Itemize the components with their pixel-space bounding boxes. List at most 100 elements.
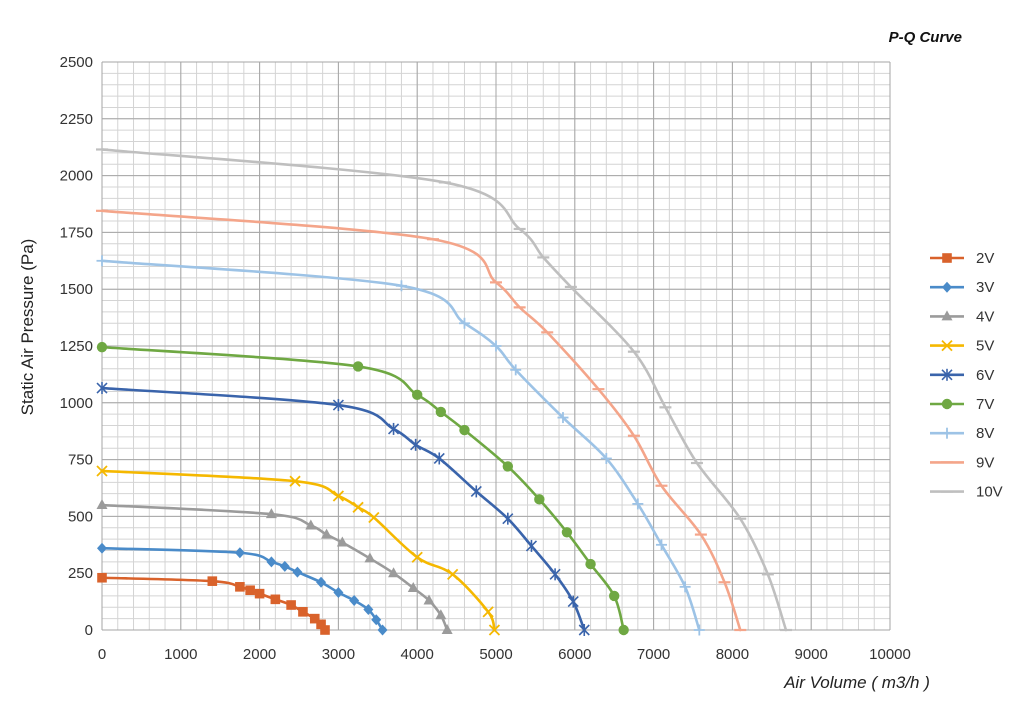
series-4v	[96, 499, 453, 634]
data-point	[371, 614, 382, 626]
legend-label: 5V	[976, 338, 994, 355]
legend-item: 2V	[930, 250, 994, 267]
data-point	[693, 624, 705, 636]
data-point	[235, 582, 245, 592]
series-line	[100, 345, 625, 632]
y-tick-label: 1000	[60, 395, 93, 412]
data-point	[207, 576, 218, 586]
data-point	[245, 585, 255, 596]
legend: 2V 3V 4V 5V 6V 7V 8V 9V 10V	[930, 250, 1003, 501]
data-point	[423, 594, 435, 605]
data-point	[411, 551, 423, 563]
legend-item: 3V	[930, 279, 994, 296]
data-point	[316, 576, 327, 588]
series-10v	[96, 148, 792, 632]
data-point	[279, 560, 290, 572]
data-point	[316, 619, 326, 630]
x-tick-label: 0	[98, 646, 106, 663]
data-point	[96, 255, 108, 267]
data-point	[470, 485, 482, 498]
data-point	[320, 625, 330, 635]
legend-item: 4V	[930, 308, 994, 325]
y-tick-label: 1750	[60, 224, 93, 241]
series-line	[100, 259, 701, 632]
data-point	[97, 572, 107, 583]
data-point	[941, 310, 953, 321]
data-point	[618, 624, 629, 636]
x-axis-title: Air Volume ( m3/h )	[783, 673, 930, 692]
legend-label: 9V	[976, 454, 994, 471]
legend-item: 9V	[930, 454, 994, 471]
data-point	[298, 607, 308, 617]
data-point	[332, 399, 344, 412]
data-point	[305, 519, 317, 530]
data-point	[441, 624, 453, 634]
data-point	[435, 406, 447, 418]
data-point	[333, 587, 344, 599]
y-tick-label: 250	[68, 565, 93, 582]
legend-label: 2V	[976, 250, 994, 267]
data-point	[395, 280, 407, 292]
legend-label: 7V	[976, 396, 994, 413]
data-point	[941, 339, 953, 352]
legend-item: 10V	[930, 484, 1003, 501]
x-tick-label: 9000	[795, 646, 828, 663]
data-point	[97, 542, 107, 554]
data-point	[412, 389, 423, 401]
series-line	[100, 503, 449, 632]
legend-label: 3V	[976, 279, 994, 296]
data-point	[270, 594, 281, 605]
data-point	[254, 588, 265, 599]
tick-labels: 0 1000 2000 3000 4000 5000 6000 7000 8000 9000 100…	[60, 54, 911, 663]
data-point	[435, 609, 447, 620]
series-3v	[97, 542, 388, 636]
x-tick-label: 10000	[869, 646, 911, 663]
data-point	[458, 317, 470, 329]
legend-item: 5V	[930, 338, 994, 355]
series-5v	[96, 465, 501, 636]
data-point	[561, 527, 573, 538]
data-point	[585, 558, 596, 570]
data-point	[363, 604, 374, 616]
data-point	[364, 552, 376, 563]
series-6v	[96, 382, 590, 636]
data-point	[557, 412, 569, 424]
series-layer	[96, 148, 792, 636]
chart-title: P-Q Curve	[889, 29, 962, 46]
data-point	[286, 600, 296, 610]
y-tick-label: 2000	[60, 168, 93, 185]
series-2v	[97, 572, 330, 635]
data-point	[352, 501, 364, 513]
x-tick-label: 7000	[637, 646, 670, 663]
data-point	[941, 398, 953, 410]
data-point	[388, 567, 400, 578]
data-point	[549, 568, 561, 581]
data-point	[96, 382, 108, 395]
data-point	[289, 475, 301, 487]
data-point	[447, 568, 459, 580]
data-point	[352, 361, 364, 372]
data-point	[265, 508, 277, 519]
series-9v	[96, 209, 747, 632]
legend-label: 6V	[976, 367, 994, 384]
legend-item: 8V	[930, 425, 994, 442]
x-tick-label: 5000	[479, 646, 512, 663]
data-point	[679, 581, 691, 593]
x-tick-label: 2000	[243, 646, 276, 663]
data-point	[321, 528, 333, 539]
x-tick-label: 3000	[322, 646, 355, 663]
series-8v	[96, 255, 705, 636]
data-point	[567, 595, 579, 608]
data-point	[655, 539, 667, 551]
data-point	[525, 539, 538, 552]
data-point	[96, 465, 108, 477]
data-point	[502, 461, 514, 472]
data-point	[534, 494, 545, 505]
y-tick-label: 2500	[60, 54, 93, 71]
data-point	[942, 253, 952, 263]
data-point	[332, 490, 345, 502]
legend-item: 6V	[930, 367, 994, 384]
x-tick-label: 6000	[558, 646, 591, 663]
data-point	[600, 452, 612, 464]
